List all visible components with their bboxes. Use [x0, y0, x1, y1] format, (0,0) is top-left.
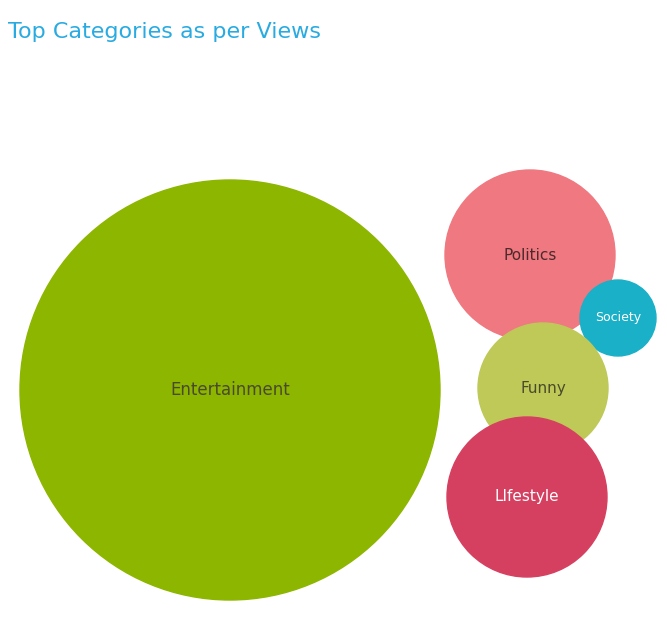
Text: LIfestyle: LIfestyle [495, 490, 560, 504]
Text: Entertainment: Entertainment [170, 381, 290, 399]
Text: Top Categories as per Views: Top Categories as per Views [8, 22, 321, 42]
Circle shape [580, 280, 656, 356]
Circle shape [478, 323, 608, 453]
Circle shape [445, 170, 615, 340]
Text: Politics: Politics [504, 248, 557, 262]
Text: Society: Society [595, 312, 641, 324]
Circle shape [20, 180, 440, 600]
Text: Funny: Funny [520, 380, 566, 396]
Circle shape [447, 417, 607, 577]
